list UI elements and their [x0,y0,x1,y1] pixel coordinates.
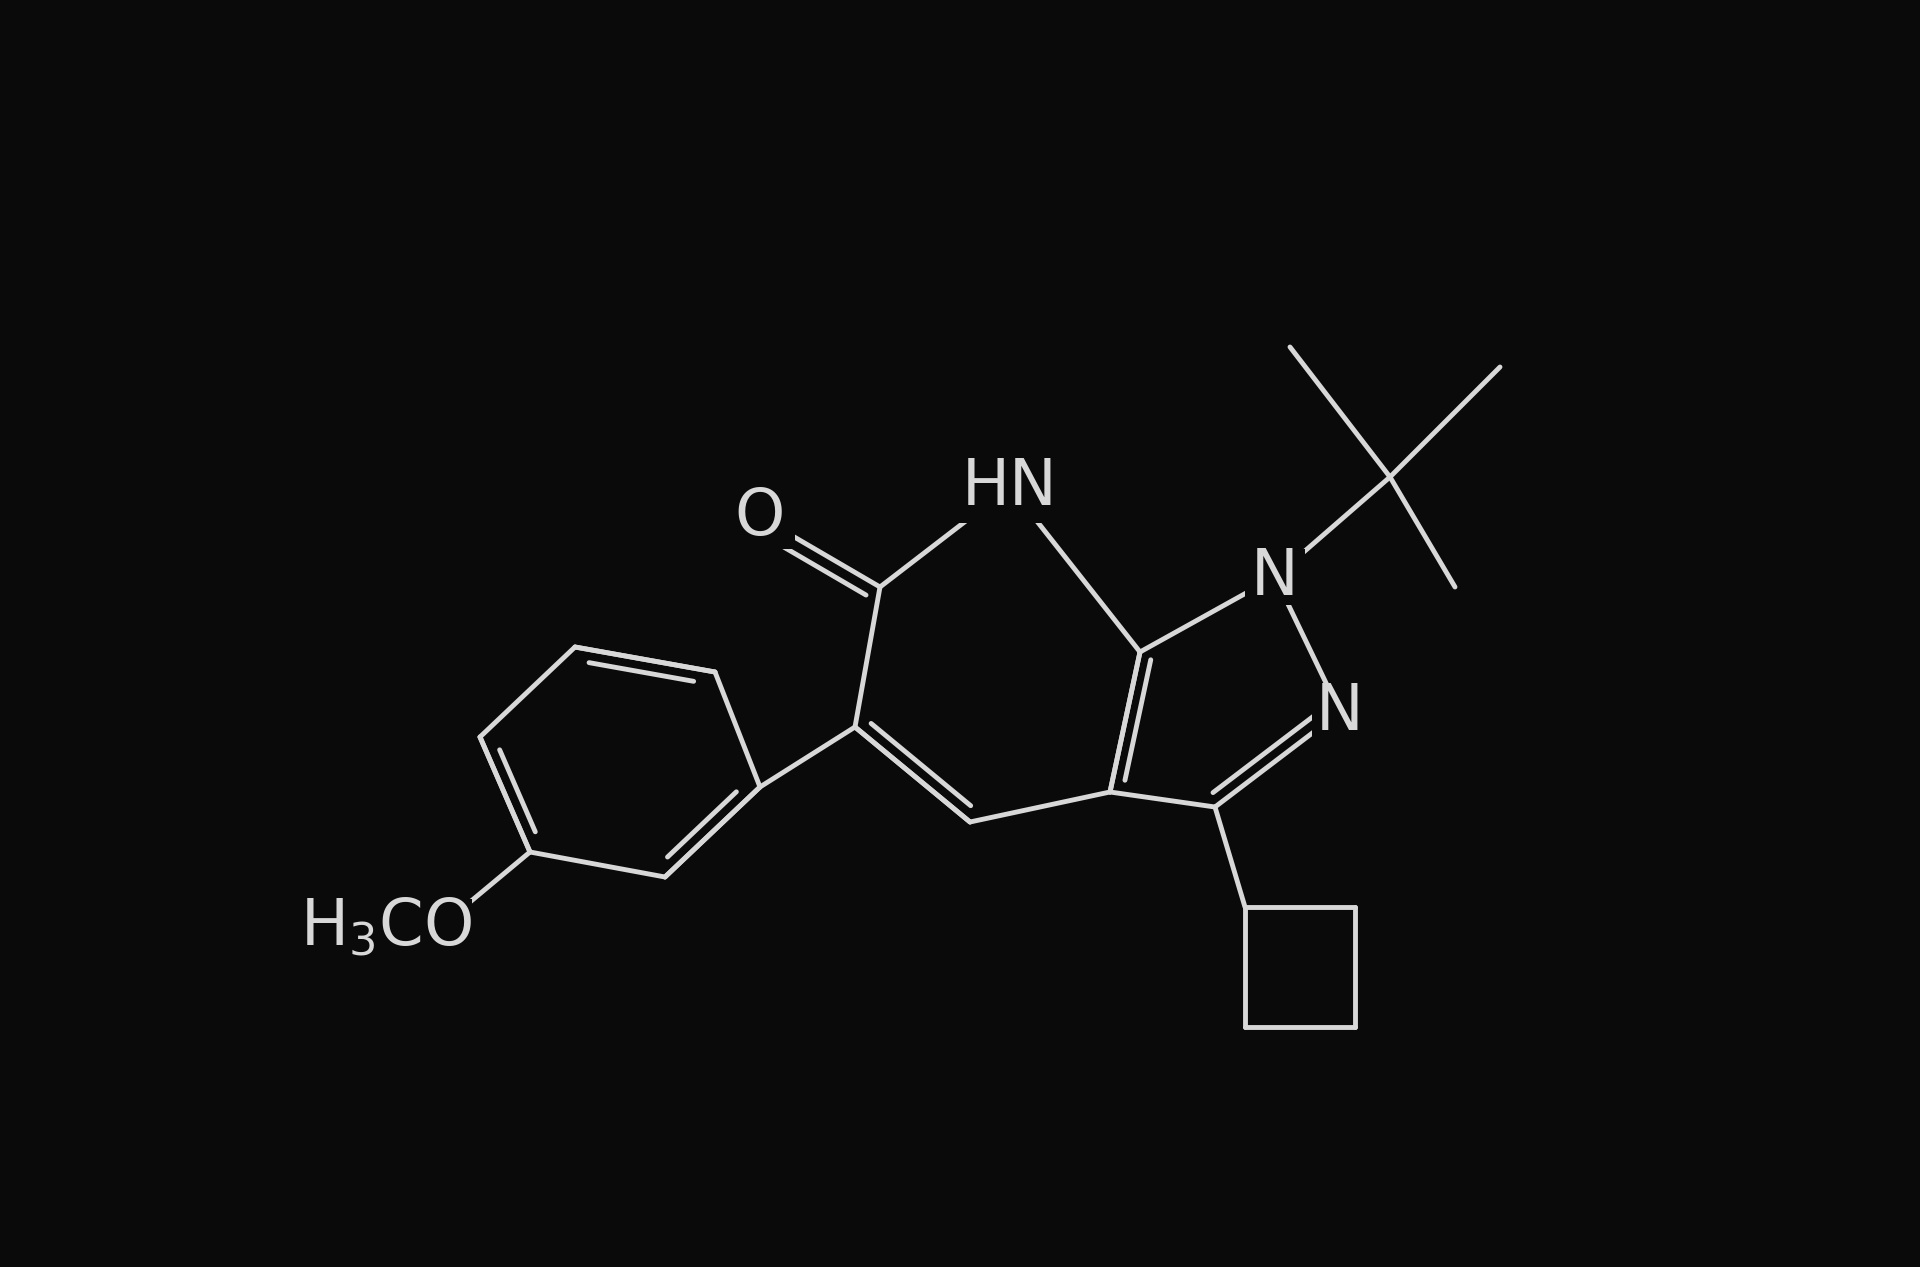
Text: O: O [735,487,785,549]
Text: N: N [1315,680,1363,742]
Text: H$_3$CO: H$_3$CO [300,896,472,958]
Text: N: N [1252,546,1298,608]
Bar [407,900,472,955]
Bar [726,485,795,549]
Bar [1244,549,1306,606]
Text: HN: HN [962,456,1058,518]
Bar [1311,684,1367,740]
Bar [958,451,1062,523]
